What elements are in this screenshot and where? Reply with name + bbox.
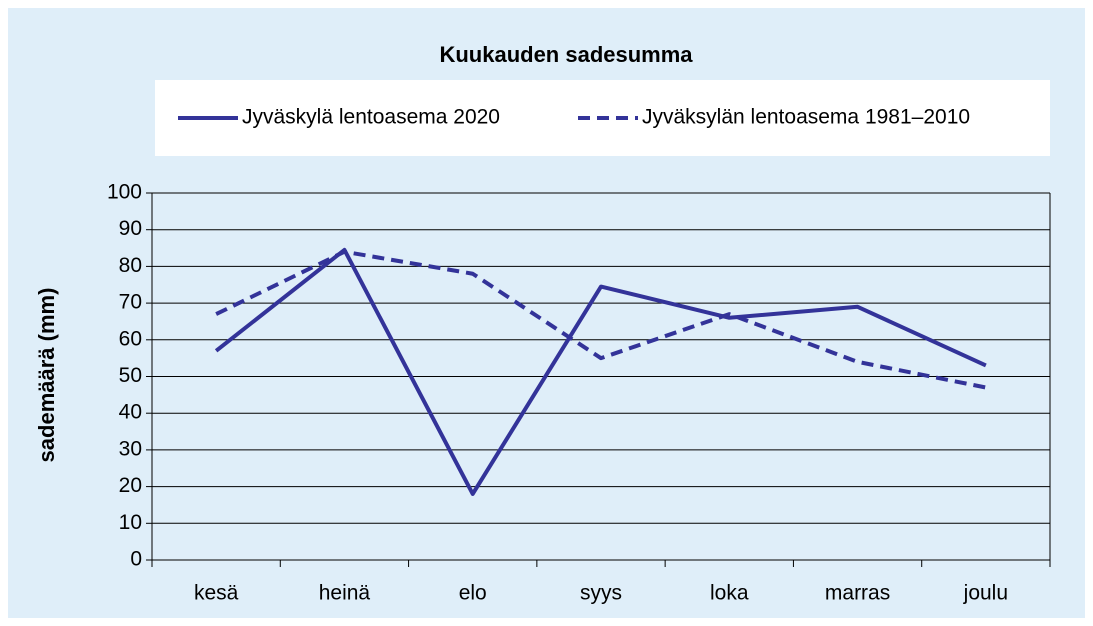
y-tick-label: 30 bbox=[119, 437, 142, 460]
legend-label: Jyväksylän lentoasema 1981–2010 bbox=[642, 106, 970, 129]
x-tick-label: joulu bbox=[963, 582, 1008, 605]
y-axis-label: sademäärä (mm) bbox=[34, 288, 59, 463]
x-tick-label: elo bbox=[459, 582, 487, 605]
y-tick-label: 90 bbox=[119, 217, 142, 240]
x-tick-label: heinä bbox=[319, 582, 371, 605]
chart-title: Kuukauden sadesumma bbox=[439, 42, 693, 67]
y-tick-label: 60 bbox=[119, 327, 142, 350]
y-tick-label: 20 bbox=[119, 474, 142, 497]
x-tick-label: kesä bbox=[194, 582, 239, 605]
y-tick-label: 50 bbox=[119, 364, 142, 387]
x-tick-label: syys bbox=[580, 582, 622, 605]
y-tick-label: 0 bbox=[130, 548, 142, 571]
x-tick-label: marras bbox=[825, 582, 890, 605]
y-tick-label: 10 bbox=[119, 511, 142, 534]
series-line bbox=[215, 249, 987, 390]
y-tick-label: 40 bbox=[119, 401, 142, 424]
y-tick-label: 80 bbox=[119, 254, 142, 277]
legend-label: Jyväskylä lentoasema 2020 bbox=[242, 106, 500, 129]
y-tick-label: 70 bbox=[119, 291, 142, 314]
y-tick-label: 100 bbox=[107, 181, 142, 204]
x-tick-label: loka bbox=[710, 582, 749, 605]
